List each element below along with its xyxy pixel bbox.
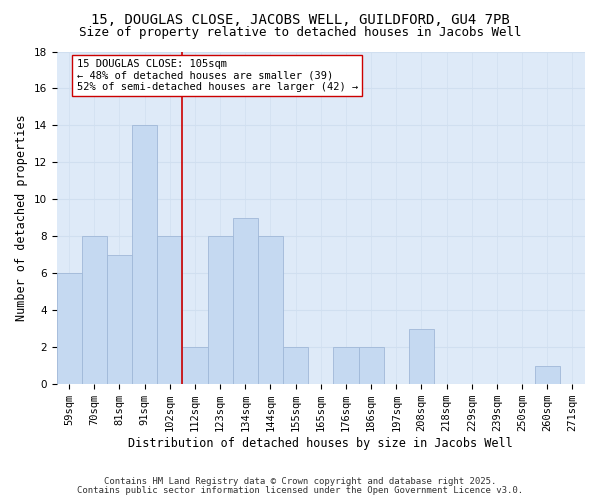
Bar — [233, 218, 258, 384]
X-axis label: Distribution of detached houses by size in Jacobs Well: Distribution of detached houses by size … — [128, 437, 513, 450]
Bar — [157, 236, 182, 384]
Bar — [132, 126, 157, 384]
Bar — [208, 236, 233, 384]
Bar — [409, 329, 434, 384]
Text: 15 DOUGLAS CLOSE: 105sqm
← 48% of detached houses are smaller (39)
52% of semi-d: 15 DOUGLAS CLOSE: 105sqm ← 48% of detach… — [77, 59, 358, 92]
Bar — [56, 274, 82, 384]
Bar — [182, 348, 208, 384]
Bar — [535, 366, 560, 384]
Y-axis label: Number of detached properties: Number of detached properties — [15, 114, 28, 321]
Bar — [283, 348, 308, 384]
Bar — [334, 348, 359, 384]
Bar — [107, 255, 132, 384]
Text: Contains public sector information licensed under the Open Government Licence v3: Contains public sector information licen… — [77, 486, 523, 495]
Bar — [82, 236, 107, 384]
Text: Contains HM Land Registry data © Crown copyright and database right 2025.: Contains HM Land Registry data © Crown c… — [104, 477, 496, 486]
Bar — [359, 348, 383, 384]
Bar — [258, 236, 283, 384]
Text: 15, DOUGLAS CLOSE, JACOBS WELL, GUILDFORD, GU4 7PB: 15, DOUGLAS CLOSE, JACOBS WELL, GUILDFOR… — [91, 12, 509, 26]
Text: Size of property relative to detached houses in Jacobs Well: Size of property relative to detached ho… — [79, 26, 521, 39]
